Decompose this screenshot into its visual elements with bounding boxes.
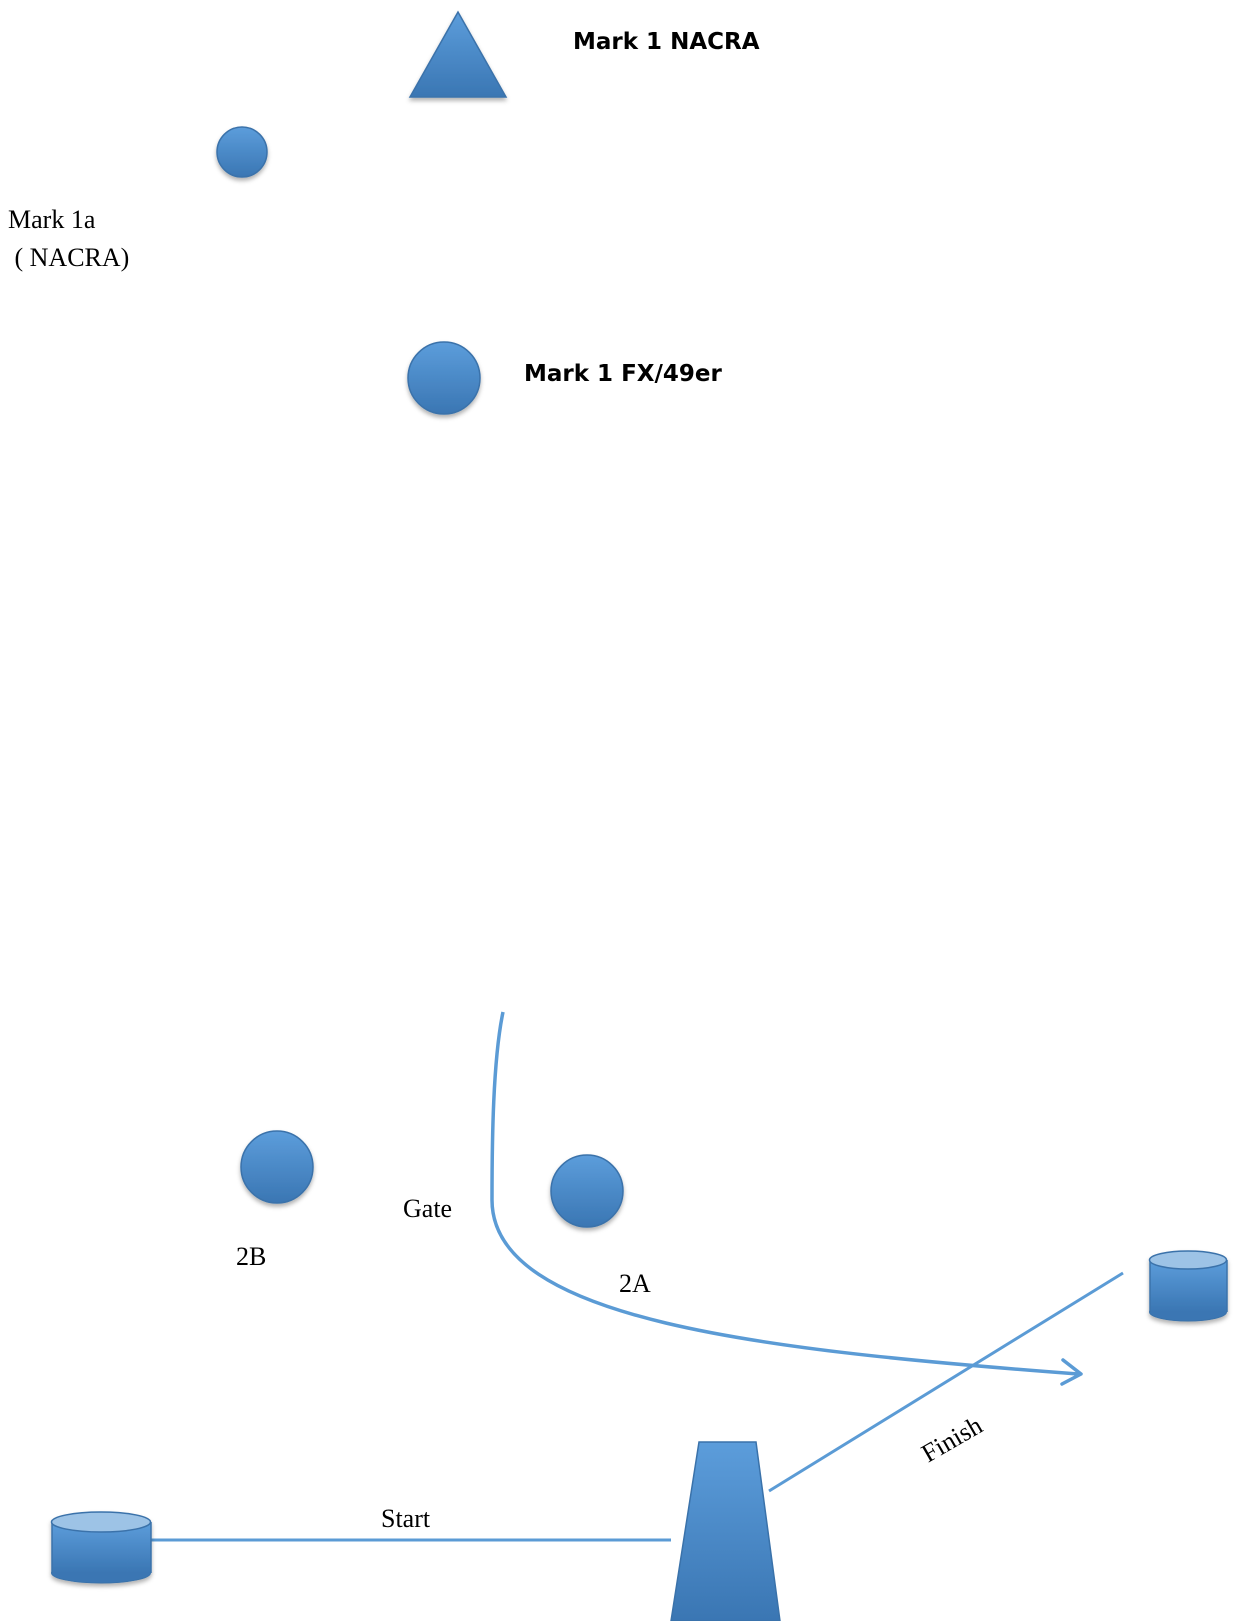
finish-line xyxy=(768,1271,1124,1493)
mark-1a-label-line1: Mark 1a xyxy=(8,205,96,234)
mark-1a-label-line2: ( NACRA) xyxy=(8,243,129,272)
mark-2b-label: 2B xyxy=(236,1242,266,1271)
gate-label: Gate xyxy=(403,1194,452,1223)
start-pin-cylinder xyxy=(50,1511,152,1584)
mark-2a-label: 2A xyxy=(619,1269,651,1298)
start-label: Start xyxy=(381,1504,431,1533)
mark-1-fx49er-buoy xyxy=(407,341,481,415)
mark-2b-buoy xyxy=(240,1130,314,1204)
mark-1-nacra-triangle xyxy=(408,10,508,98)
finish-label: Finish xyxy=(917,1411,988,1469)
mark-1-fx49er-label: Mark 1 FX/49er xyxy=(524,361,723,387)
course-route-arrow xyxy=(490,1011,1079,1376)
finish-pin-cylinder xyxy=(1148,1250,1228,1322)
mark-1a-buoy xyxy=(216,126,268,178)
committee-boat-mark xyxy=(670,1441,781,1621)
mark-2a-buoy xyxy=(550,1154,624,1228)
course-arrowhead xyxy=(1060,1358,1083,1386)
mark-1-nacra-label: Mark 1 NACRA xyxy=(573,29,760,55)
